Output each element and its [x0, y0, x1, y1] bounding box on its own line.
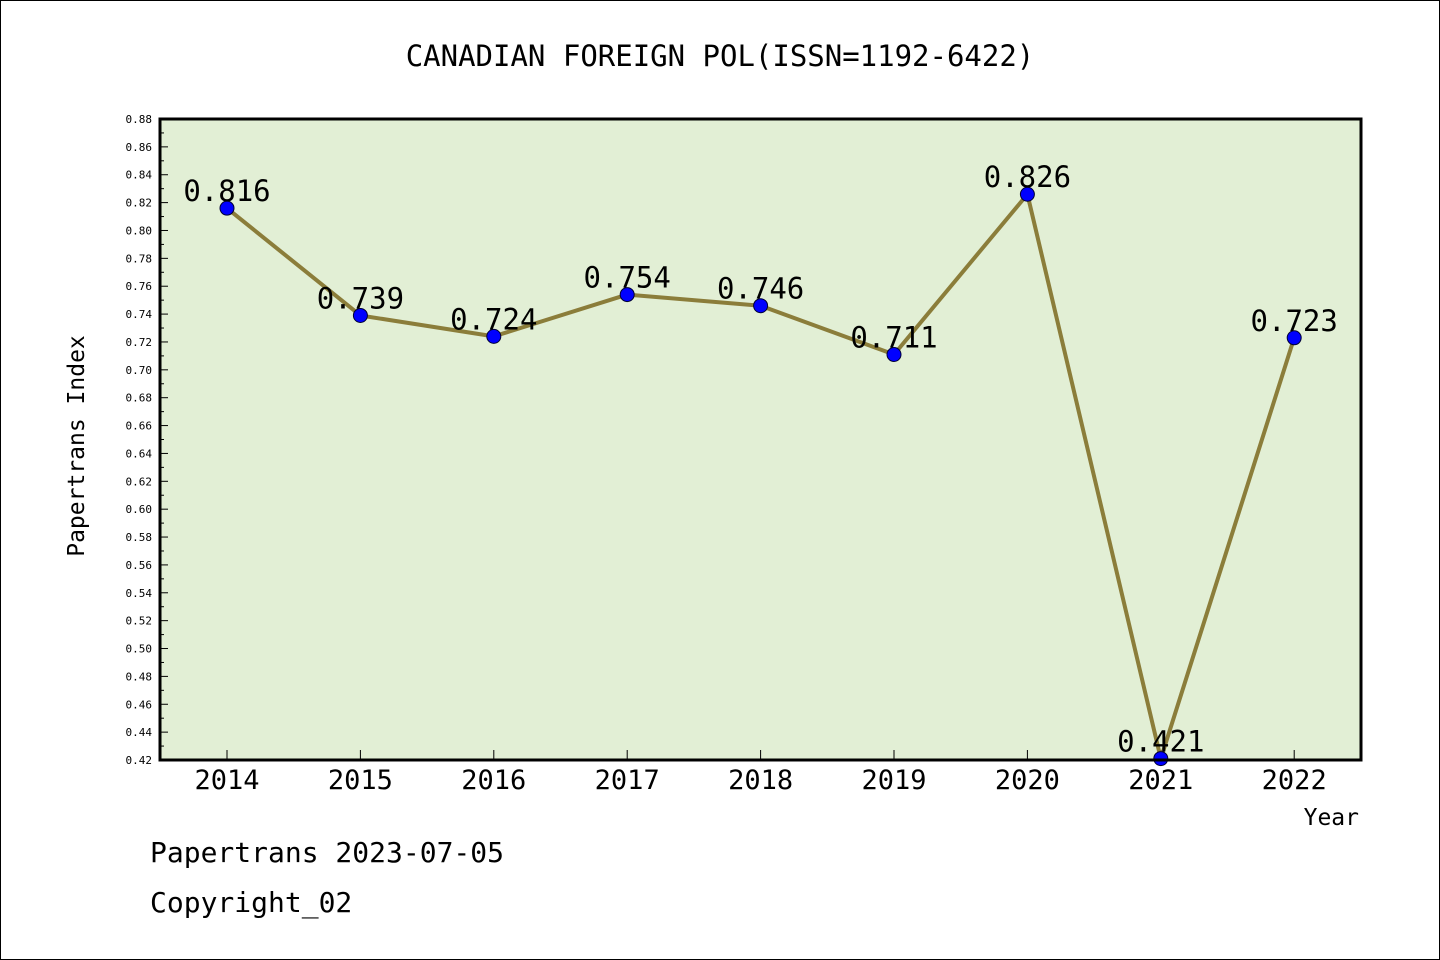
y-axis-label: Papertrans Index: [64, 335, 90, 557]
x-tick-label: 2018: [728, 765, 793, 796]
data-label: 0.739: [317, 281, 404, 315]
data-point: [352, 307, 368, 323]
data-label: 0.816: [183, 174, 270, 208]
x-tick-label: 2019: [861, 765, 926, 796]
data-point: [486, 328, 502, 344]
series-markers: [219, 186, 1302, 767]
y-tick-label: 0.88: [126, 113, 153, 126]
x-axis: 2014 2015 2016 2017 2018 2019 2020 2021 2022: [194, 750, 1327, 796]
y-tick-label: 0.48: [126, 670, 153, 683]
y-tick-label: 0.68: [126, 392, 153, 405]
data-point: [619, 287, 635, 303]
x-tick-label: 2016: [461, 765, 526, 796]
data-label: 0.746: [717, 272, 804, 306]
y-tick-label: 0.76: [126, 280, 153, 293]
y-tick-label: 0.64: [126, 447, 153, 460]
x-tick-label: 2014: [194, 765, 259, 796]
data-point: [219, 200, 235, 216]
y-tick-label: 0.82: [126, 197, 153, 210]
x-tick-label: 2022: [1262, 765, 1327, 796]
x-tick-label: 2021: [1128, 765, 1193, 796]
data-label: 0.421: [1117, 725, 1204, 759]
chart-title: CANADIAN FOREIGN POL(ISSN=1192-6422): [406, 39, 1035, 73]
x-tick-label: 2017: [595, 765, 660, 796]
y-tick-label: 0.44: [126, 726, 153, 739]
data-label: 0.754: [584, 261, 671, 295]
data-label: 0.826: [984, 160, 1071, 194]
data-label: 0.724: [450, 302, 537, 336]
footer-date: Papertrans 2023-07-05: [150, 836, 505, 869]
x-axis-label: Year: [1304, 805, 1359, 831]
data-point: [886, 346, 902, 362]
data-point: [1019, 186, 1035, 202]
data-point: [1286, 330, 1302, 346]
y-tick-label: 0.80: [126, 224, 153, 237]
plot-border: [158, 117, 1363, 762]
y-tick-label: 0.78: [126, 252, 153, 265]
data-label: 0.711: [850, 320, 937, 354]
y-tick-label: 0.42: [126, 754, 153, 767]
y-tick-label: 0.58: [126, 531, 153, 544]
y-tick-label: 0.50: [126, 643, 153, 656]
y-tick-label: 0.66: [126, 420, 153, 433]
y-tick-label: 0.84: [126, 169, 153, 182]
data-label: 0.723: [1251, 304, 1338, 338]
data-labels: 0.816 0.739 0.724 0.754 0.746 0.711 0.826 0.421…: [183, 160, 1338, 758]
x-tick-label: 2015: [328, 765, 393, 796]
data-point: [753, 298, 769, 314]
y-tick-label: 0.52: [126, 615, 153, 628]
y-axis: 0.42 0.44 0.46 0.48 0.50 0.52 0.54 0.56 0.58 0.60…: [126, 113, 168, 767]
y-tick-label: 0.74: [126, 308, 153, 321]
y-tick-label: 0.86: [126, 141, 153, 154]
y-tick-label: 0.56: [126, 559, 153, 572]
y-tick-label: 0.46: [126, 698, 153, 711]
y-tick-label: 0.54: [126, 587, 153, 600]
y-tick-label: 0.62: [126, 475, 153, 488]
x-tick-label: 2020: [995, 765, 1060, 796]
y-tick-label: 0.72: [126, 336, 153, 349]
plot-area: [160, 119, 1361, 760]
y-tick-label: 0.60: [126, 503, 153, 516]
y-tick-label: 0.70: [126, 364, 153, 377]
footer-copyright: Copyright_02: [150, 886, 353, 919]
